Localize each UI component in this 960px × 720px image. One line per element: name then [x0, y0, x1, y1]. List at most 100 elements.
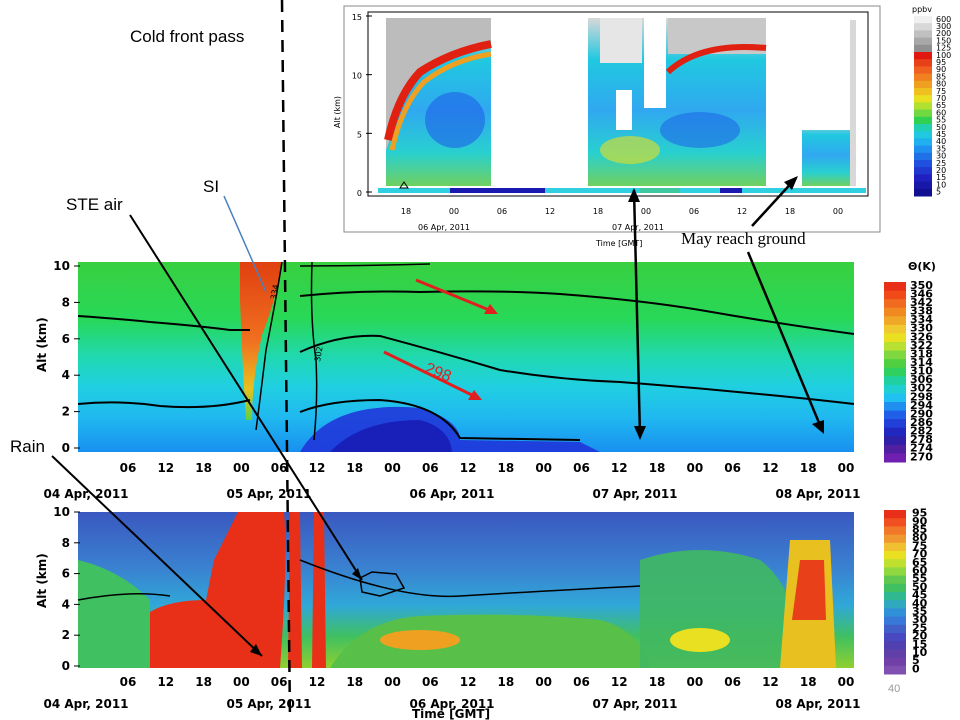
theta-x-tick-label: 00: [686, 461, 703, 475]
annotation-overlay: Cold front pass SI STE air Rain May reac…: [10, 0, 900, 720]
ozone-x-tick-label: 12: [545, 207, 555, 216]
theta-contour-middle: [299, 334, 855, 405]
rh-surface-green: [78, 560, 150, 668]
rh-ylabel: Alt (km): [35, 553, 49, 608]
rh-x-tick-label: 06: [271, 675, 288, 689]
ozone-colorbar-label: 600: [936, 15, 951, 24]
ozone-colorbar-label: 40: [936, 137, 946, 146]
rh-x-tick-label: 06: [573, 675, 590, 689]
rh-colorbar-swatch: [884, 600, 906, 609]
ozone-colorbar-swatch: [914, 174, 932, 183]
rh-colorbar-label: 30: [912, 613, 928, 626]
theta-contour-label-334: 334: [269, 284, 281, 301]
ozone-x-tick-label: 00: [641, 207, 651, 216]
ozone-colorbar-label: 150: [936, 36, 951, 45]
ozone-colorbar-swatch: [914, 88, 932, 96]
rain-label: Rain: [10, 437, 45, 456]
theta-colorbar-unit: Θ(K): [908, 260, 936, 273]
rh-colorbar-label: 90: [912, 515, 928, 528]
rh-date-label: 08 Apr, 2011: [775, 697, 860, 711]
theta-colorbar-label: 306: [910, 373, 933, 386]
rh-colorbar-swatch: [884, 534, 906, 544]
rh-colorbar-swatch: [884, 518, 906, 527]
theta-y-tick-label: 10: [53, 259, 70, 273]
theta-colorbar-swatch: [884, 410, 906, 420]
theta-y-tick-label: 8: [62, 295, 70, 309]
ozone-colorbar-label: 10: [936, 180, 946, 189]
rh-x-tick-label: 00: [535, 675, 552, 689]
theta-colorbar-label: 338: [910, 305, 933, 318]
ozone-colorbar-label: 55: [936, 116, 946, 125]
rh-colorbar-swatch: [884, 608, 906, 618]
rh-y-tick-label: 10: [53, 505, 70, 519]
ground-arrow-right-down: [746, 251, 824, 431]
ozone-colorbar-swatch: [914, 109, 932, 118]
ozone-x-tick-label: 00: [449, 207, 459, 216]
theta-y-tick-label: 4: [62, 368, 70, 382]
theta-x-tick-label: 06: [724, 461, 741, 475]
rh-colorbar-label: 50: [912, 580, 928, 593]
ozone-colorbar-swatch: [914, 44, 932, 53]
rh-colorbar-swatch: [884, 633, 906, 642]
ozone-colorbar-swatch: [914, 80, 932, 89]
theta-x-tick-label: 12: [611, 461, 628, 475]
ozone-colorbar-swatch: [914, 37, 932, 46]
ozone-colorbar-label: 85: [936, 72, 946, 81]
theta-x-ticks: 06 12 18 00 06 12 18 00 06 12 18 00 06 12 18 00 06 12 18 00: [120, 461, 855, 475]
theta-colorbar-swatch: [884, 376, 906, 386]
rh-colorbar-swatch: [884, 616, 906, 626]
ozone-colorbar-swatch: [914, 152, 932, 161]
rh-moist-band: [330, 614, 650, 668]
ozone-colorbar-swatch: [914, 102, 932, 111]
rh-x-tick-label: 18: [346, 675, 363, 689]
theta-x-tick-label: 06: [120, 461, 137, 475]
rh-colorbar-label: 20: [912, 630, 928, 643]
theta-ylabel: Alt (km): [35, 317, 49, 372]
ozone-colorbar-label: 65: [936, 101, 946, 110]
rh-x-tick-label: 12: [157, 675, 174, 689]
ozone-colorbar-swatch: [914, 16, 932, 24]
warm-air-arrow-upper: [415, 278, 495, 314]
theta-x-tick-label: 06: [271, 461, 288, 475]
ozone-colorbar-label: 5: [936, 188, 941, 197]
ground-arrow-left: [632, 189, 642, 437]
rh-x-tick-label: 06: [724, 675, 741, 689]
ozone-colorbar: 6003002001501251009590858075706560555045…: [914, 15, 951, 197]
rh-x-tick-label: 00: [686, 675, 703, 689]
rh-colorbar-label: 40: [912, 597, 928, 610]
theta-colorbar-label: 282: [910, 425, 933, 438]
rh-xlabel: Time [GMT]: [412, 707, 490, 720]
rh-y-tick-label: 0: [62, 659, 70, 673]
theta-colorbar-swatch: [884, 444, 906, 454]
ozone-colorbar-label: 95: [936, 58, 946, 67]
ozone-ylabel: Alt (km): [333, 96, 342, 128]
rh-date-label: 07 Apr, 2011: [592, 697, 677, 711]
ozone-data-segment-1: [384, 18, 492, 186]
rh-y-tick-label: 8: [62, 536, 70, 550]
theta-x-tick-label: 12: [762, 461, 779, 475]
ozone-x-tick-label: 12: [737, 207, 747, 216]
theta-colorbar-swatch: [884, 324, 906, 334]
rh-colorbar-label: 95: [912, 507, 927, 520]
theta-colorbar-swatch: [884, 367, 906, 377]
rh-colorbar-swatch: [884, 575, 906, 585]
ozone-colorbar-label: 35: [936, 144, 946, 153]
theta-stratospheric-intrusion: [240, 262, 282, 420]
rh-x-ticks: 06 12 18 00 06 12 18 00 06 12 18 00 06 12 18 00 06 12 18 00: [120, 675, 855, 689]
theta-colorbar-label: 350: [910, 279, 933, 292]
rh-colorbar-label: 0: [912, 662, 920, 675]
rh-colorbar-label: 60: [912, 564, 928, 577]
rh-y-tick-label: 4: [62, 597, 70, 611]
theta-colorbar-swatch: [884, 307, 906, 317]
theta-date-label: 06 Apr, 2011: [409, 487, 494, 501]
rh-y-tick-label: 6: [62, 567, 70, 581]
theta-y-ticks: 0 2 4 6 8 10: [53, 259, 80, 455]
theta-colorbar-swatch: [884, 290, 906, 300]
theta-colorbar-label: 330: [910, 322, 933, 335]
ste-air-arrow: [129, 214, 363, 581]
ozone-colorbar-label: 80: [936, 80, 946, 89]
rh-x-tick-label: 12: [460, 675, 477, 689]
ozone-colorbar-swatch: [914, 167, 932, 175]
ozone-x-tick-label: 18: [593, 207, 603, 216]
